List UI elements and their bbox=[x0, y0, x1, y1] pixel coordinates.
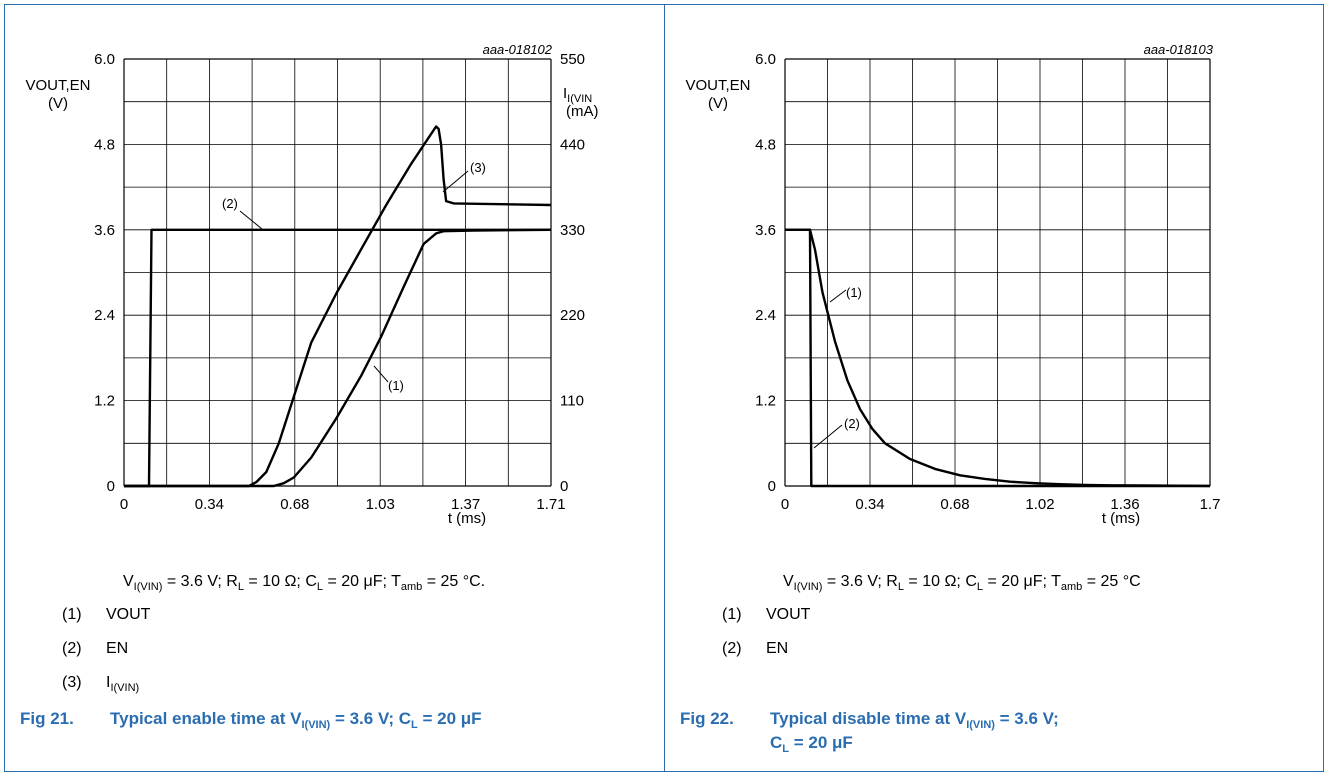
fig21-y-left-label-2: (V) bbox=[48, 95, 68, 112]
fig22-leader-2 bbox=[813, 424, 843, 449]
fig21-annot-2: (2) bbox=[222, 196, 238, 211]
fig21-annot-3: (3) bbox=[470, 160, 486, 175]
series-line-3 bbox=[124, 125, 552, 488]
y-tick-label: 6.0 bbox=[94, 51, 115, 68]
fig21-leader-3 bbox=[442, 170, 469, 193]
x-tick-label: 0 bbox=[120, 496, 128, 513]
fig21-ticks: 0 0.34 0.68 1.03 1.37 1.7101.22.43.64.86.0011… bbox=[94, 51, 585, 513]
fig21-grid bbox=[123, 58, 552, 487]
fig22-conditions: VI(VIN) = 3.6 V; RL = 10 Ω; CL = 20 μF; … bbox=[783, 573, 1141, 593]
fig21-legend-item: (2) EN bbox=[62, 640, 129, 657]
fig21-caption: Fig 21. Typical enable time at VI(VIN) = … bbox=[20, 709, 482, 731]
fig21-y-right-unit: (mA) bbox=[566, 103, 599, 120]
x-tick-label: 1.36 bbox=[1110, 496, 1139, 513]
fig22-y-left-label-2: (V) bbox=[708, 95, 728, 112]
fig22-legend-item: (2) EN bbox=[722, 640, 789, 657]
fig21-chart: 0 0.34 0.68 1.03 1.37 1.7101.22.43.64.86.0011… bbox=[25, 42, 599, 527]
y-tick-label: 0 bbox=[107, 478, 115, 495]
x-tick-label: 1.03 bbox=[366, 496, 395, 513]
x-tick-label: 1.37 bbox=[451, 496, 480, 513]
fig22-series bbox=[785, 228, 1211, 488]
fig21-annot-1: (1) bbox=[388, 378, 404, 393]
y-tick-label: 1.2 bbox=[755, 393, 776, 410]
y2-tick-label: 550 bbox=[560, 51, 585, 68]
y2-tick-label: 110 bbox=[560, 393, 584, 410]
y-tick-label: 6.0 bbox=[755, 51, 776, 68]
fig21-conditions: VI(VIN) = 3.6 V; RL = 10 Ω; CL = 20 μF; … bbox=[123, 573, 486, 593]
y2-tick-label: 220 bbox=[560, 307, 585, 324]
fig22-ticks: 0 0.34 0.68 1.02 1.36 1.7 0 1.2 2.4 3.6 4.8 6.0 bbox=[755, 51, 1220, 513]
y2-tick-label: 0 bbox=[560, 478, 568, 495]
fig21-legend-item: (3) II(VIN) bbox=[62, 674, 140, 694]
fig21-y-left-label-1: VOUT,EN bbox=[25, 77, 90, 94]
series-line-2 bbox=[785, 228, 1210, 488]
fig22-x-label: t (ms) bbox=[1102, 510, 1140, 527]
fig21-series bbox=[124, 125, 552, 488]
y-tick-label: 4.8 bbox=[755, 136, 776, 153]
y-tick-label: 4.8 bbox=[94, 136, 115, 153]
fig22-leader-1 bbox=[829, 289, 847, 303]
fig22-annot-1: (1) bbox=[846, 285, 862, 300]
fig21-leader-1 bbox=[373, 365, 389, 383]
x-tick-label: 0.34 bbox=[195, 496, 224, 513]
y2-tick-label: 440 bbox=[560, 136, 585, 153]
fig22-annot-2: (2) bbox=[844, 416, 860, 431]
panel-divider bbox=[664, 4, 665, 772]
x-tick-label: 1.71 bbox=[536, 496, 565, 513]
x-tick-label: 0.68 bbox=[940, 496, 969, 513]
series-line-1 bbox=[785, 228, 1211, 488]
fig22-chart: 0 0.34 0.68 1.02 1.36 1.7 0 1.2 2.4 3.6 4.8 6.0 aaa… bbox=[685, 42, 1220, 527]
fig21-x-label: t (ms) bbox=[448, 510, 486, 527]
fig21-y-right-label: II(VIN bbox=[563, 85, 592, 105]
x-tick-label: 1.02 bbox=[1025, 496, 1054, 513]
y-tick-label: 0 bbox=[768, 478, 776, 495]
fig22-y-left-label-1: VOUT,EN bbox=[685, 77, 750, 94]
fig21-leader-2 bbox=[239, 210, 263, 230]
fig22-code: aaa-018103 bbox=[1144, 42, 1214, 57]
fig22-legend-item: (1) VOUT bbox=[722, 606, 811, 623]
y-tick-label: 2.4 bbox=[755, 307, 776, 324]
x-tick-label: 0 bbox=[781, 496, 789, 513]
fig22-caption: Fig 22. Typical disable time at VI(VIN) =… bbox=[680, 709, 1059, 755]
x-tick-label: 0.68 bbox=[280, 496, 309, 513]
y-tick-label: 2.4 bbox=[94, 307, 115, 324]
x-tick-label: 0.34 bbox=[855, 496, 884, 513]
y-tick-label: 3.6 bbox=[755, 222, 776, 239]
x-tick-label: 1.7 bbox=[1200, 496, 1221, 513]
series-line-1 bbox=[124, 228, 552, 488]
y2-tick-label: 330 bbox=[560, 222, 585, 239]
fig21-code: aaa-018102 bbox=[483, 42, 553, 57]
y-tick-label: 3.6 bbox=[94, 222, 115, 239]
fig21-legend-item: (1) VOUT bbox=[62, 606, 151, 623]
y-tick-label: 1.2 bbox=[94, 393, 115, 410]
